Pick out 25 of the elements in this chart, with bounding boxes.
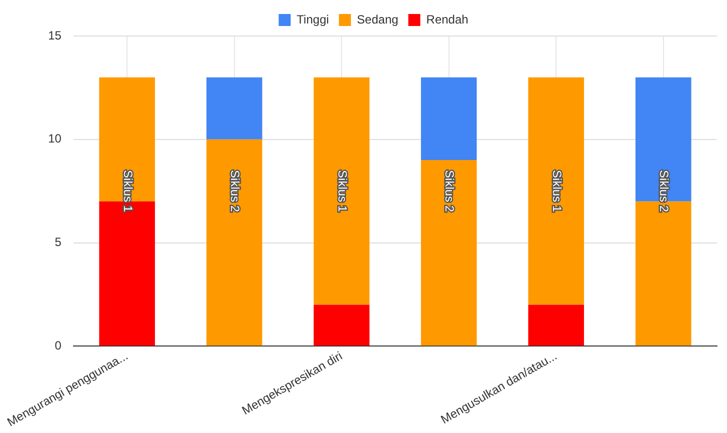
bar [206, 77, 262, 140]
annotation: Siklus 2 [228, 170, 242, 212]
bar [528, 304, 584, 346]
bar [635, 77, 692, 202]
annotation: Siklus 1 [335, 170, 350, 212]
legend-label: Sedang [356, 12, 398, 26]
legend-label: Tinggi [296, 12, 329, 26]
bar [99, 201, 155, 346]
bar [420, 77, 477, 160]
annotation: Siklus 1 [550, 170, 564, 212]
annotation: Siklus 2 [442, 170, 457, 212]
bar [314, 304, 370, 346]
bar [99, 77, 155, 202]
y-tick-label: 10 [48, 132, 62, 146]
annotation: Siklus 2 [657, 170, 672, 212]
bar [314, 77, 370, 305]
bar [420, 160, 477, 346]
y-tick-label: 15 [48, 28, 62, 42]
bar [528, 77, 584, 305]
legend-label: Rendah [426, 12, 468, 26]
bar [206, 139, 262, 346]
y-tick-label: 0 [54, 338, 62, 352]
annotation: Siklus 1 [120, 170, 135, 212]
y-tick-label: 5 [54, 235, 62, 250]
bar [635, 201, 692, 346]
